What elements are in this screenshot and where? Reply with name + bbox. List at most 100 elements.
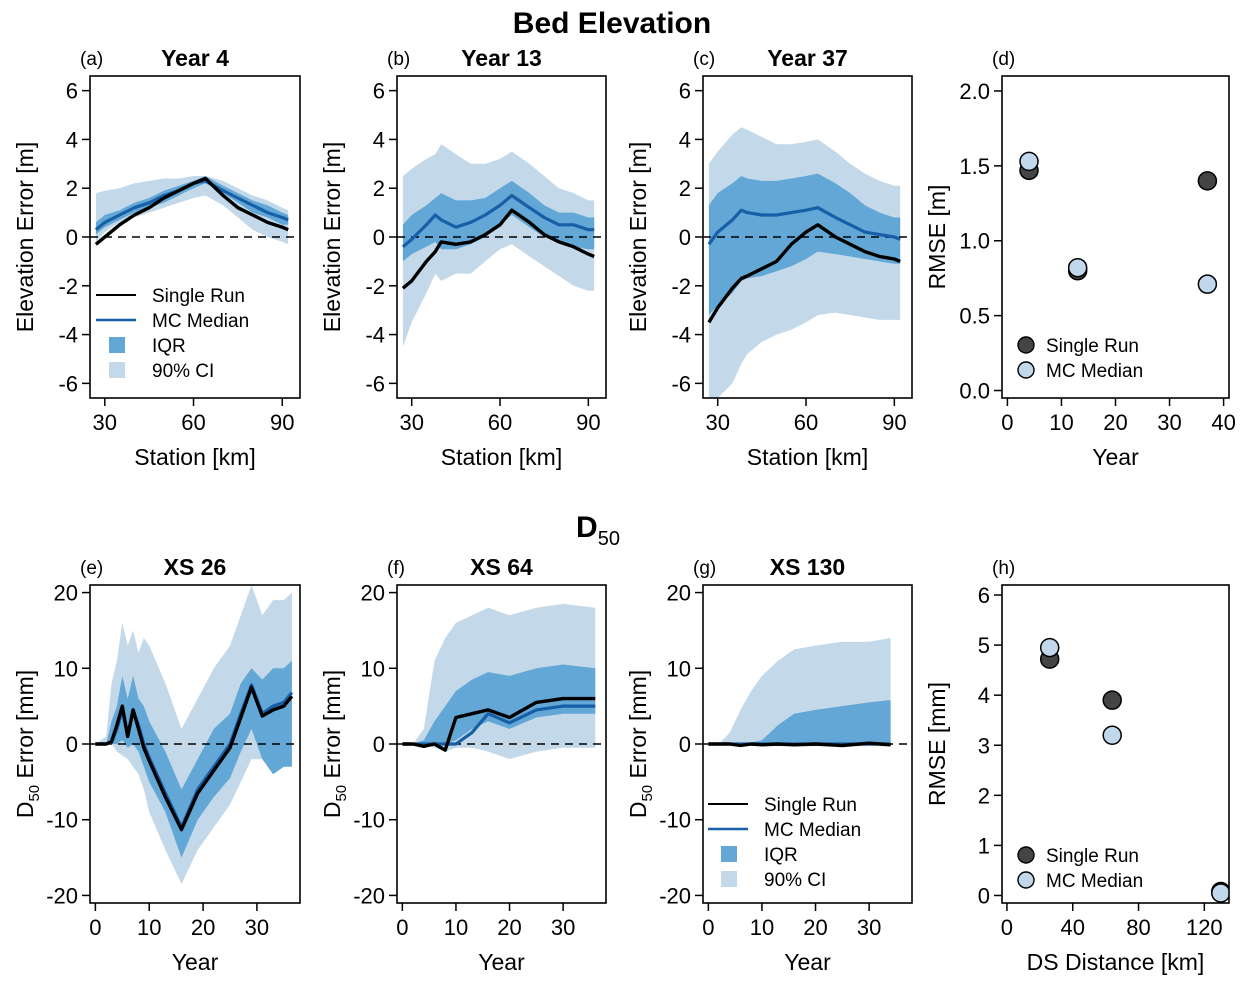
y-tick-label: 0 [679, 225, 691, 250]
mc-median-point [1197, 274, 1218, 294]
y-axis-label-part: D [12, 802, 38, 819]
y-tick-label: 2 [679, 176, 691, 201]
single-run-line [402, 696, 596, 752]
plot-area [703, 638, 912, 748]
legend-single-marker [1017, 846, 1035, 864]
x-tick-label: 60 [794, 410, 818, 435]
legend-iqr-swatch [109, 337, 125, 353]
x-axis-label: Station [km] [441, 444, 562, 470]
legend-label-median: MC Median [152, 311, 249, 332]
y-axis-label: D50 Error [mm] [12, 670, 43, 818]
y-axis-label-part: 50 [639, 785, 656, 802]
y-tick-label: 4 [679, 127, 691, 152]
x-tick-label: 30 [857, 915, 881, 940]
plot-frame [1001, 584, 1230, 904]
x-tick-label: 10 [1049, 410, 1073, 435]
y-axis-label-part: Error [mm] [625, 670, 651, 785]
y-tick-label: 1.5 [959, 154, 990, 179]
mc-median-point [1039, 637, 1060, 658]
legend-label-iqr: IQR [152, 336, 186, 357]
y-axis-label: D50 Error [mm] [625, 670, 656, 818]
y-axis-label: RMSE [mm] [924, 682, 950, 806]
x-tick-label: 0 [702, 915, 714, 940]
y-tick-label: 4 [978, 683, 990, 708]
single-run-point [1102, 690, 1122, 710]
y-tick-label: -4 [58, 323, 78, 348]
panel-title: Year 13 [461, 45, 542, 71]
panel-label: (f) [387, 558, 405, 579]
y-axis-label-part: 50 [333, 785, 350, 802]
y-axis-label: RMSE [m] [924, 185, 950, 290]
y-tick-label: 6 [66, 79, 78, 104]
panel-label: (g) [693, 558, 716, 579]
legend-label-median: MC Median [764, 820, 861, 841]
y-tick-label: 0 [373, 732, 385, 757]
x-tick-label: 90 [576, 410, 600, 435]
d50-title-sub: 50 [598, 528, 620, 550]
y-tick-label: -2 [58, 274, 78, 299]
y-tick-label: 3 [978, 733, 990, 758]
y-axis-label-part: D [319, 802, 345, 819]
y-tick-label: 20 [54, 581, 78, 606]
y-axis-label-part: D [625, 802, 651, 819]
x-tick-label: 30 [93, 410, 117, 435]
y-axis-label: Elevation Error [m] [625, 142, 651, 332]
y-tick-label: -4 [365, 323, 385, 348]
legend: Single Run MC Median IQR 90% CI [96, 286, 249, 382]
x-tick-label: 10 [137, 915, 161, 940]
legend-label-median: MC Median [1046, 361, 1143, 382]
legend-iqr-swatch [721, 846, 737, 862]
x-tick-label: 0 [396, 915, 408, 940]
y-tick-label: 0 [978, 883, 990, 908]
mc-median-line [402, 704, 596, 746]
d50-title-main: D [576, 511, 598, 544]
single-run-line [94, 176, 289, 246]
y-tick-label: 2 [66, 176, 78, 201]
panel-title: Year 37 [767, 45, 848, 71]
mc-median-point [1211, 883, 1229, 903]
panel-a: -6 -4 -2 0 2 4 6 30 60 90 Station [km] Elevation Er… [12, 45, 301, 470]
x-tick-label: 30 [1157, 410, 1181, 435]
y-tick-label: 10 [54, 656, 78, 681]
y-tick-label: -4 [671, 323, 691, 348]
ci90-band [402, 144, 595, 347]
x-axis-label: Year [172, 949, 219, 975]
legend-label-single: Single Run [764, 795, 857, 816]
legend: Single Run MC Median IQR 90% CI [708, 795, 861, 891]
iqr-band [708, 700, 891, 744]
legend-label-single: Single Run [1046, 336, 1139, 357]
x-tick-label: 20 [497, 915, 521, 940]
y-tick-label: -20 [353, 883, 385, 908]
panel-title: Year 4 [161, 45, 229, 71]
y-tick-label: -6 [365, 371, 385, 396]
x-tick-label: 10 [750, 915, 774, 940]
x-tick-label: 30 [399, 410, 423, 435]
y-axis-label: D50 Error [mm] [319, 670, 350, 818]
iqr-band [708, 173, 901, 316]
legend-single-marker [1017, 336, 1035, 354]
mc-median-point [1019, 151, 1039, 172]
y-tick-label: -10 [353, 808, 385, 833]
mc-median-point [1067, 257, 1088, 278]
legend-label-single: Single Run [152, 286, 245, 307]
legend-label-single: Single Run [1046, 846, 1139, 867]
y-tick-label: 0 [679, 732, 691, 757]
y-tick-label: 20 [667, 581, 691, 606]
legend: Single Run MC Median [1017, 336, 1143, 382]
y-tick-label: 6 [373, 79, 385, 104]
panel-label: (a) [80, 49, 103, 70]
d50-title: D50 [576, 511, 620, 550]
x-axis-label: Year [784, 949, 831, 975]
y-axis-label-part: 50 [26, 785, 43, 802]
y-tick-label: 4 [66, 127, 78, 152]
legend-median-marker [1017, 361, 1035, 379]
y-tick-label: 0.0 [959, 379, 990, 404]
legend-label-iqr: IQR [764, 845, 798, 866]
panel-g: -20 -10 0 10 20 0 10 20 30 Year D50 Error [mm] (g) X… [625, 554, 913, 975]
x-axis-label: Year [1092, 444, 1139, 470]
y-tick-label: 2.0 [959, 79, 990, 104]
y-tick-label: -10 [659, 808, 691, 833]
y-axis-label: Elevation Error [m] [319, 142, 345, 332]
